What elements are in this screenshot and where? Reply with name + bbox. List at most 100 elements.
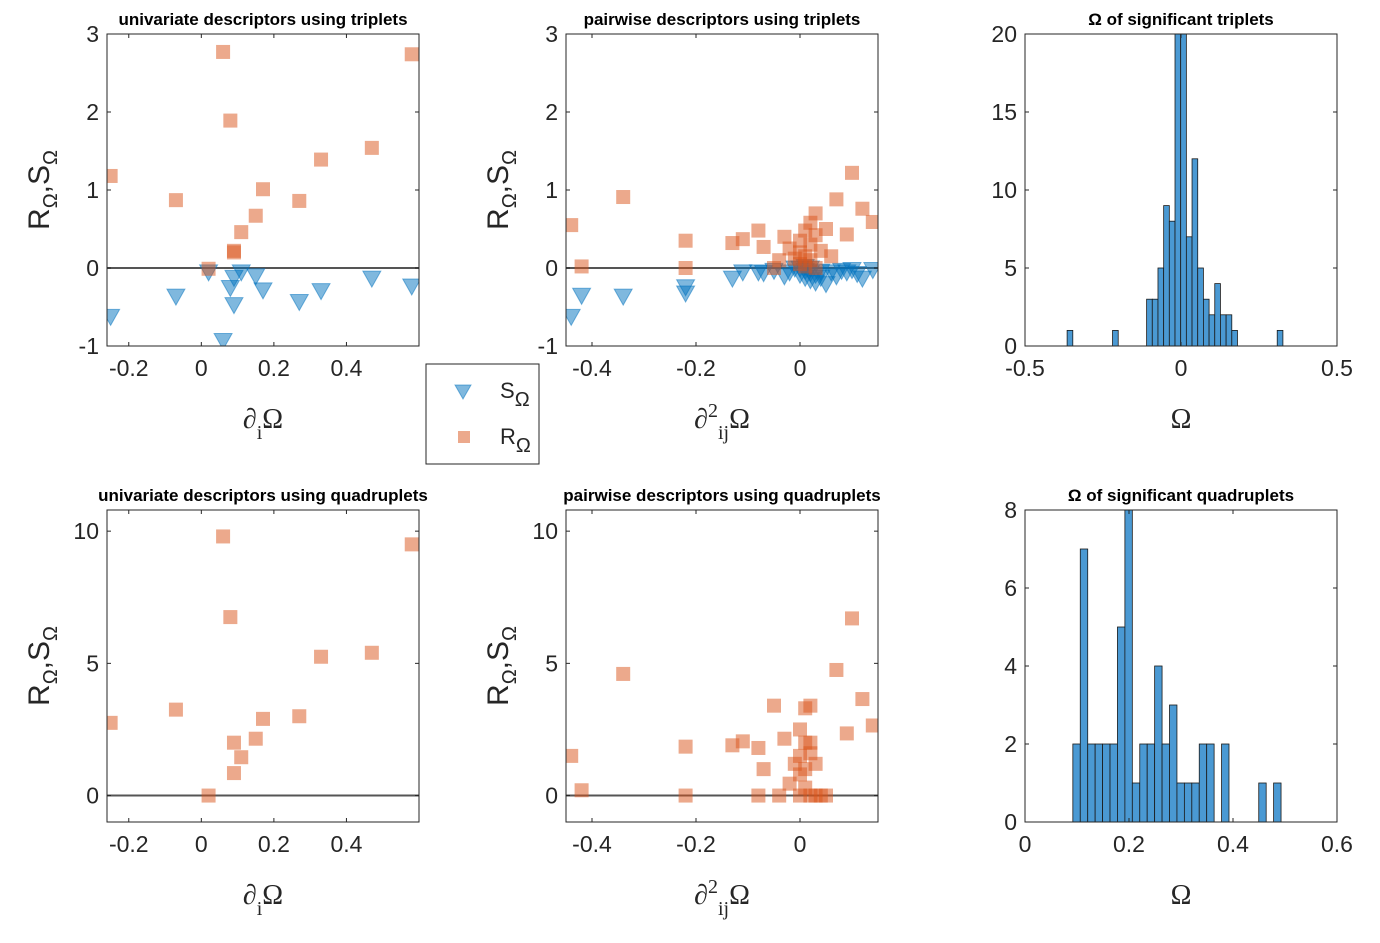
s-point	[401, 278, 419, 296]
plot-area	[107, 529, 419, 803]
r-point	[735, 232, 750, 247]
histogram-bar	[1197, 267, 1204, 346]
histogram-bar	[1151, 298, 1159, 346]
plot-title: pairwise descriptors using triplets	[584, 10, 861, 29]
y-label-part: R	[482, 684, 515, 706]
legend-r-marker	[458, 431, 470, 443]
axes-box	[1024, 509, 1338, 823]
r-point	[256, 182, 270, 197]
x-label-sub: ij	[718, 422, 729, 444]
r-point	[292, 193, 307, 208]
r-point	[751, 223, 766, 238]
s-point	[566, 308, 582, 327]
x-label-part: Ω	[1171, 404, 1192, 435]
histogram-bar	[1185, 236, 1193, 346]
r-point	[574, 783, 589, 798]
histogram-bar	[1208, 314, 1216, 346]
histogram-bar	[1157, 267, 1165, 346]
r-point	[226, 245, 241, 260]
y-label-part: R	[482, 208, 515, 230]
x-label-sub: ij	[718, 898, 729, 920]
y-tick-label: -1	[538, 333, 558, 359]
r-point	[223, 113, 238, 128]
y-tick-label: 3	[86, 21, 99, 47]
r-point	[292, 709, 307, 724]
y-axis-label: RΩ,SΩ	[482, 150, 521, 230]
x-axis-label: Ω	[1171, 404, 1192, 435]
y-axis-label: RΩ,SΩ	[23, 150, 62, 230]
plot-title: Ω of significant quadruplets	[1068, 486, 1294, 505]
panel-pairwise-triplets: -0.4 -0.2 0 -1 0 1 2 3 pairwise descriptors usin…	[482, 10, 879, 444]
x-tick-label: 0.4	[330, 831, 362, 857]
y-label-part: ,S	[482, 641, 515, 669]
y-label-sub: Ω	[40, 626, 62, 641]
y-label-part: R	[23, 684, 56, 706]
y-tick-label: 2	[545, 99, 558, 125]
r-point	[839, 227, 854, 242]
y-label-sub: Ω	[40, 669, 62, 684]
histogram-bar	[1117, 626, 1126, 822]
r-point	[829, 192, 844, 207]
y-tick-label: 6	[1004, 575, 1017, 601]
r-point	[566, 218, 579, 233]
x-tick-label: -0.2	[109, 831, 149, 857]
r-point	[839, 726, 854, 741]
s-point	[253, 282, 273, 300]
y-tick-label: 8	[1004, 497, 1017, 523]
plot-title: Ω of significant triplets	[1088, 10, 1274, 29]
x-tick-label: 0	[794, 355, 807, 381]
r-point	[808, 261, 823, 275]
r-point	[845, 165, 859, 180]
y-tick-label: 5	[86, 650, 99, 676]
s-point	[231, 264, 252, 282]
histogram-bar	[1198, 743, 1208, 822]
y-tick-label: 20	[991, 21, 1017, 47]
histogram-bar	[1169, 704, 1178, 822]
s-point	[571, 287, 592, 306]
y-label-part: ,S	[482, 165, 515, 193]
panel-univariate-triplets: -0.2 0 0.2 0.4 -1 0 1 2 3 univariate descriptors …	[23, 10, 420, 444]
r-point	[735, 734, 750, 749]
r-point	[234, 750, 249, 765]
r-point	[314, 152, 329, 167]
r-point	[803, 698, 818, 713]
histogram-bar	[1203, 298, 1210, 346]
s-point	[311, 283, 331, 301]
s-point	[732, 264, 753, 282]
s-point	[361, 270, 382, 289]
r-point	[168, 193, 183, 208]
r-point	[855, 692, 870, 707]
r-point	[566, 748, 579, 763]
r-point	[314, 649, 329, 664]
y-tick-label: 2	[86, 99, 99, 125]
r-point	[223, 610, 238, 625]
r-point	[824, 249, 839, 264]
histogram-bar	[1072, 743, 1081, 822]
x-axis-label: ∂iΩ	[243, 880, 283, 920]
histogram-bar	[1112, 329, 1119, 346]
x-label-sup: 2	[708, 876, 718, 898]
x-label-part: ∂	[243, 880, 257, 911]
x-tick-label: 0	[1019, 831, 1032, 857]
x-axis-label: ∂iΩ	[243, 404, 283, 444]
legend-s-label: SΩ	[500, 378, 530, 411]
r-point	[201, 261, 216, 276]
r-point	[574, 259, 589, 274]
r-point	[808, 206, 823, 221]
histogram-bar	[1183, 782, 1193, 822]
histogram-bar	[1168, 220, 1176, 346]
plot-area	[1066, 34, 1284, 346]
y-tick-label: 0	[1004, 333, 1017, 359]
x-label-part: Ω	[1171, 880, 1192, 911]
x-label-sub: i	[257, 422, 263, 444]
r-point	[756, 239, 771, 254]
x-tick-label: 0.4	[330, 355, 362, 381]
plot-title: pairwise descriptors using quadruplets	[563, 486, 880, 505]
r-point	[616, 190, 631, 205]
x-tick-label: 0.2	[258, 831, 290, 857]
r-point	[829, 662, 844, 677]
s-point	[220, 280, 241, 298]
x-label-sub: i	[257, 898, 263, 920]
legend: SΩ RΩ	[425, 363, 540, 465]
y-tick-label: 10	[73, 518, 99, 544]
